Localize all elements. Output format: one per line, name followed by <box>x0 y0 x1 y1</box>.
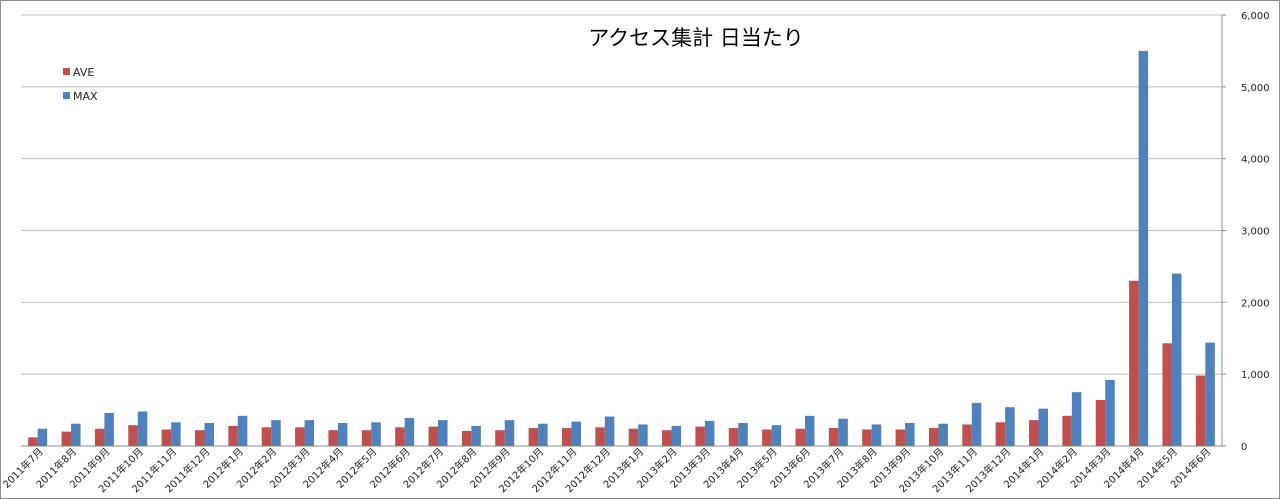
bar-max <box>1005 407 1015 446</box>
bar-max <box>337 423 348 446</box>
y-axis-ticks: 0 1,000 2,000 3,000 4,000 5,000 6,000 <box>1221 11 1270 453</box>
bar-ave <box>795 428 805 446</box>
bar-ave <box>895 429 906 446</box>
bar-ave <box>161 429 172 446</box>
bar-max <box>271 420 281 446</box>
bar-max <box>237 415 248 446</box>
bar-max <box>137 411 148 446</box>
bar-ave <box>495 430 505 446</box>
bar-max <box>1105 379 1115 446</box>
bar-ave <box>361 430 372 446</box>
y-tick-label: 1,000 <box>1241 370 1270 381</box>
y-tick-label: 0 <box>1241 442 1247 453</box>
bar-ave <box>528 428 539 446</box>
bar-max <box>1171 273 1182 446</box>
bar-max <box>1071 392 1082 446</box>
bar-ave <box>828 428 839 446</box>
bar-ave <box>428 426 439 446</box>
y-tick-label: 3,000 <box>1241 227 1270 238</box>
y-tick-label: 6,000 <box>1241 11 1270 22</box>
x-axis-ticks: 2011年7月2011年8月2011年9月2011年10月2011年11月201… <box>1 445 1213 495</box>
bar-ave <box>461 430 472 446</box>
bar-max <box>404 417 415 446</box>
bar-max <box>1205 342 1215 446</box>
gridlines <box>21 14 1222 447</box>
bar-ave <box>395 427 405 446</box>
bar-max <box>938 423 948 446</box>
bar-max <box>37 428 48 446</box>
bar-max <box>804 415 815 446</box>
bar-max <box>504 420 515 446</box>
chart-title: アクセス集計 日当たり <box>588 26 804 50</box>
bar-ave <box>628 428 639 446</box>
y-tick-label: 5,000 <box>1241 83 1270 94</box>
bar-ave <box>194 430 205 446</box>
bar-ave <box>228 425 238 446</box>
bar-ave <box>1162 343 1172 446</box>
bar-max <box>871 424 882 446</box>
bar-max <box>1138 50 1149 447</box>
bar-ave <box>61 431 72 446</box>
bar-max <box>838 418 848 446</box>
bar-max <box>471 425 481 446</box>
bar-ave <box>962 424 972 446</box>
bar-max <box>638 424 648 446</box>
bars <box>28 50 1215 447</box>
bar-max <box>104 412 114 446</box>
legend-swatch-ave <box>63 68 70 75</box>
legend-label-max: MAX <box>73 90 98 103</box>
bar-ave <box>995 422 1006 446</box>
bar-max <box>571 421 581 446</box>
bar-ave <box>1029 420 1039 446</box>
bar-ave <box>762 429 772 446</box>
bar-ave <box>662 430 672 446</box>
bar-ave <box>928 428 939 446</box>
bar-max <box>771 425 782 446</box>
bar-ave <box>728 428 739 446</box>
bar-ave <box>595 427 605 446</box>
bar-ave <box>1129 280 1139 446</box>
y-tick-label: 2,000 <box>1241 298 1270 309</box>
bar-ave <box>1195 375 1206 446</box>
bar-max <box>704 420 715 446</box>
bar-max <box>738 423 748 446</box>
bar-ave <box>561 428 572 446</box>
legend-label-ave: AVE <box>73 66 94 79</box>
bar-max <box>671 425 682 446</box>
bar-max <box>204 423 214 446</box>
y-tick-label: 4,000 <box>1241 155 1270 166</box>
bar-ave <box>295 427 305 446</box>
bar-max <box>304 420 315 446</box>
legend: AVE MAX <box>63 66 98 103</box>
bar-ave <box>695 426 705 446</box>
bar-ave <box>1062 415 1072 446</box>
bar-ave <box>128 425 138 446</box>
bar-max <box>71 423 81 446</box>
bar-ave <box>328 430 338 446</box>
bar-max <box>438 420 448 446</box>
legend-swatch-max <box>63 92 70 99</box>
bar-max <box>171 422 181 446</box>
bar-ave <box>94 428 105 446</box>
bar-max <box>971 402 982 446</box>
bar-max <box>905 423 915 446</box>
bar-max <box>1038 408 1049 446</box>
bar-max <box>538 423 548 446</box>
bar-ave <box>862 429 872 446</box>
bar-ave <box>28 437 38 446</box>
bar-max <box>604 416 615 446</box>
bar-ave <box>1095 400 1106 446</box>
bar-max <box>371 422 381 446</box>
bar-ave <box>261 427 272 446</box>
